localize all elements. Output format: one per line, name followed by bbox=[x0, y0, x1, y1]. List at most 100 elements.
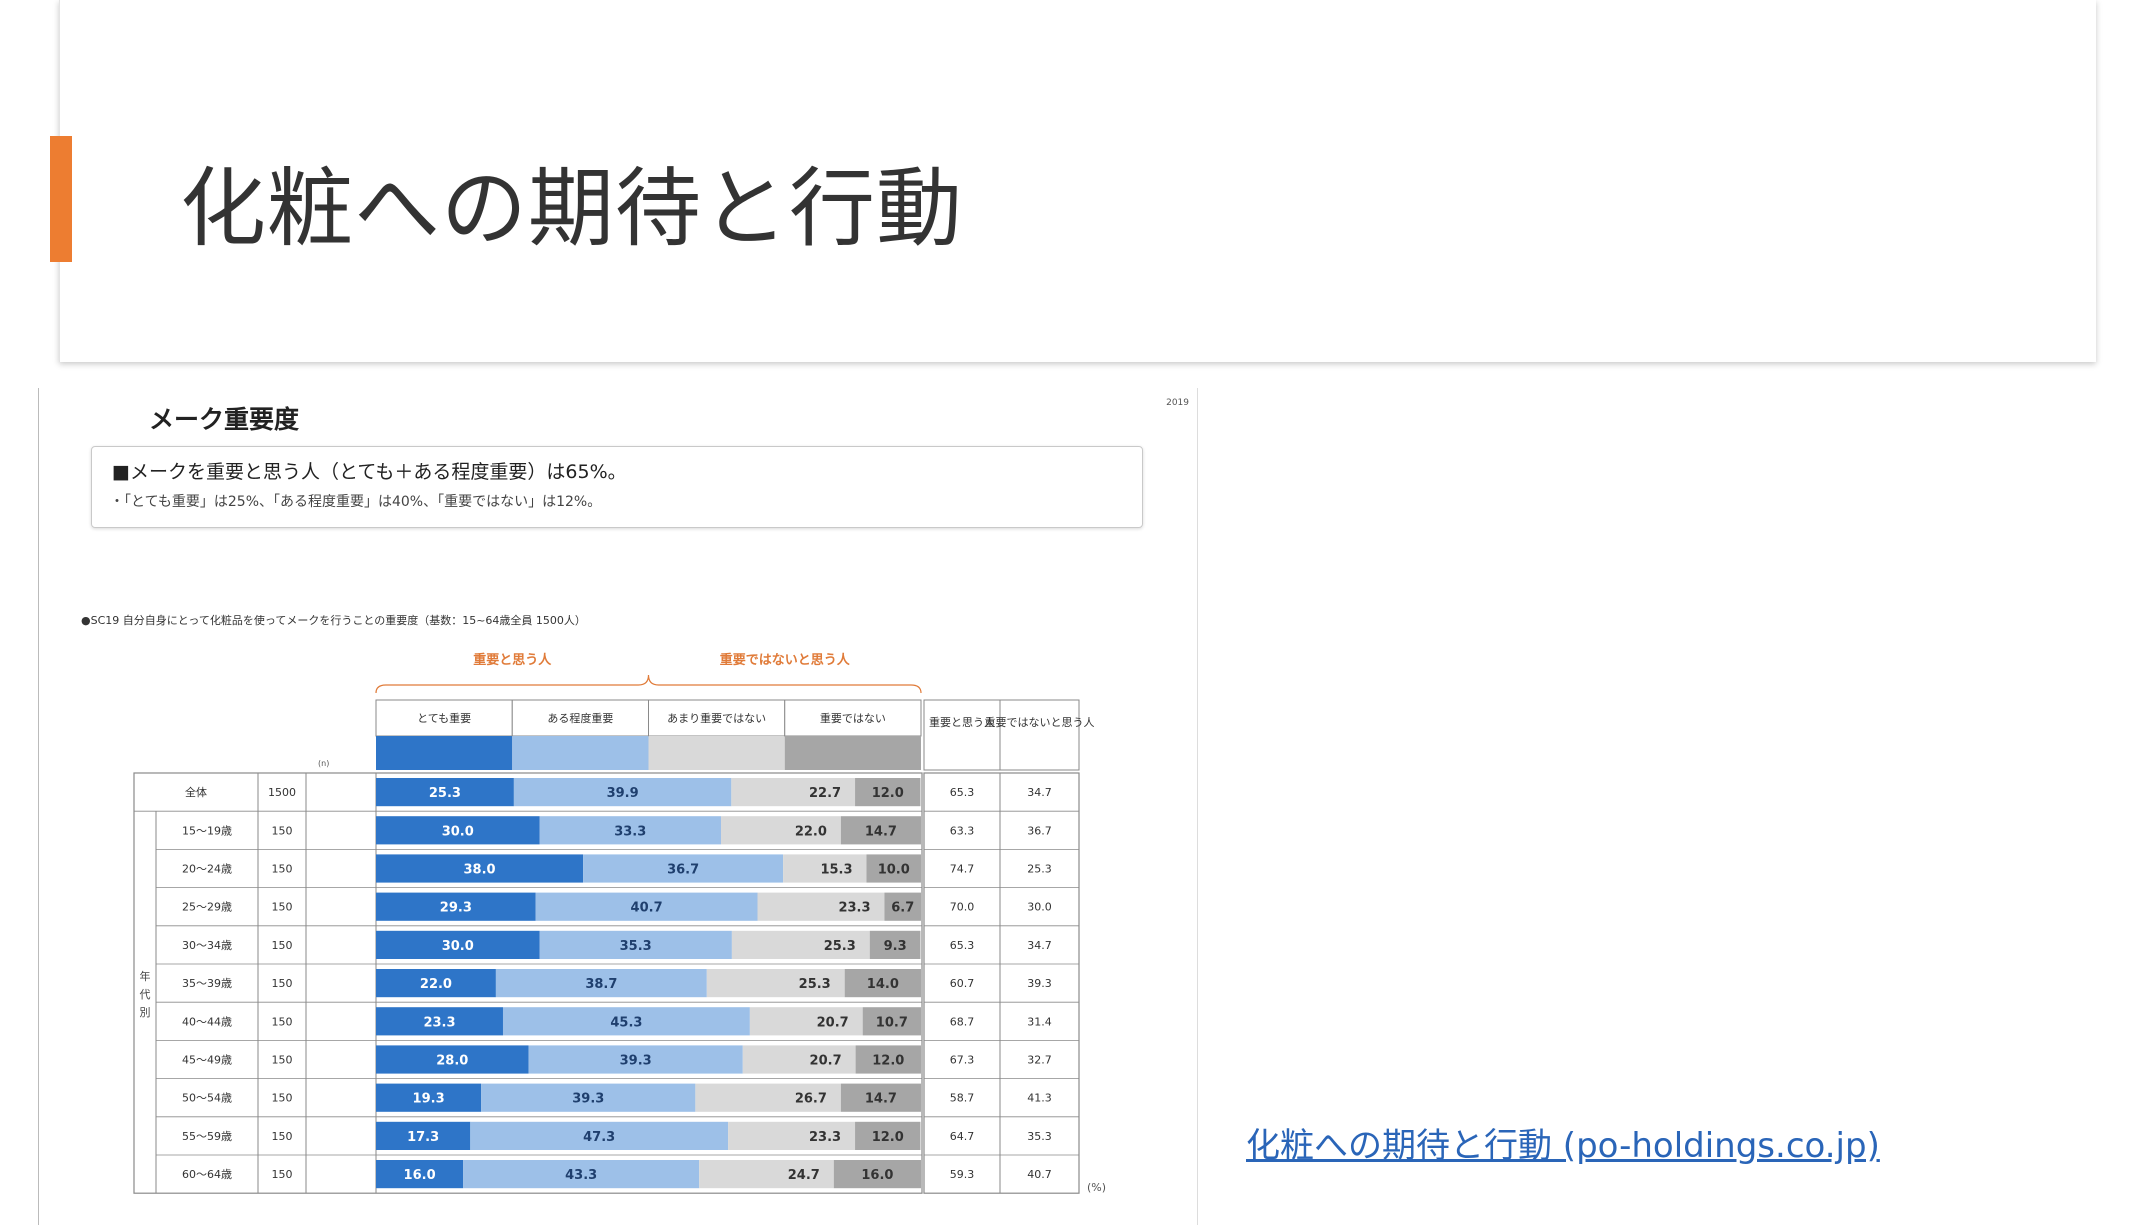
summary-important-value: 74.7 bbox=[950, 863, 975, 876]
bar-value-label: 15.3 bbox=[820, 863, 852, 878]
bar-value-label: 43.3 bbox=[565, 1168, 597, 1183]
summary-not-important-value: 40.7 bbox=[1027, 1168, 1052, 1181]
summary-not-important-value: 25.3 bbox=[1027, 863, 1052, 876]
bar-value-label: 10.7 bbox=[876, 1015, 908, 1030]
bar-value-label: 6.7 bbox=[891, 901, 914, 916]
summary-important-value: 64.7 bbox=[950, 1130, 975, 1143]
summary-not-important-value: 36.7 bbox=[1027, 824, 1052, 837]
group-brace bbox=[376, 675, 921, 693]
bar-value-label: 39.3 bbox=[572, 1092, 604, 1107]
bar-value-label: 22.7 bbox=[809, 786, 841, 801]
summary-important-value: 63.3 bbox=[950, 824, 975, 837]
n-value: 1500 bbox=[268, 786, 296, 799]
category-label: 25～29歳 bbox=[182, 901, 232, 914]
side-label-char: 年 bbox=[140, 969, 151, 983]
summary-important-value: 58.7 bbox=[950, 1092, 975, 1105]
group-label-not-important: 重要ではないと思う人 bbox=[720, 652, 851, 668]
unit-label: (%) bbox=[1087, 1181, 1106, 1194]
bar-value-label: 9.3 bbox=[884, 939, 907, 954]
bar-value-label: 30.0 bbox=[442, 939, 474, 954]
n-header: (n) bbox=[318, 759, 329, 768]
chart-image-panel: メーク重要度 2019 ■メークを重要と思う人（とても＋ある程度重要）は65%。… bbox=[38, 388, 1198, 1225]
bar-value-label: 24.7 bbox=[788, 1168, 820, 1183]
summary-important-value: 60.7 bbox=[950, 977, 975, 990]
bar-value-label: 35.3 bbox=[620, 939, 652, 954]
summary-important-value: 67.3 bbox=[950, 1054, 975, 1067]
summary-not-important-value: 39.3 bbox=[1027, 977, 1052, 990]
bar-value-label: 25.3 bbox=[824, 939, 856, 954]
n-value: 150 bbox=[272, 1015, 293, 1028]
bar-value-label: 23.3 bbox=[838, 901, 870, 916]
legend-swatch bbox=[785, 736, 921, 770]
category-label: 45～49歳 bbox=[182, 1054, 232, 1067]
bar-value-label: 19.3 bbox=[413, 1092, 445, 1107]
category-label: 50～54歳 bbox=[182, 1092, 232, 1105]
bar-value-label: 14.7 bbox=[865, 824, 897, 839]
bar-value-label: 12.0 bbox=[872, 786, 904, 801]
legend-swatch bbox=[649, 736, 785, 770]
n-value: 150 bbox=[272, 863, 293, 876]
category-label: 30～34歳 bbox=[182, 939, 232, 952]
bar-value-label: 23.3 bbox=[423, 1015, 455, 1030]
legend-label: あまり重要ではない bbox=[667, 711, 766, 725]
category-label: 35～39歳 bbox=[182, 977, 232, 990]
legend-swatch bbox=[376, 736, 512, 770]
bar-value-label: 20.7 bbox=[817, 1015, 849, 1030]
bar-value-label: 38.7 bbox=[585, 977, 617, 992]
bar-value-label: 28.0 bbox=[436, 1054, 468, 1069]
summary-not-important-value: 41.3 bbox=[1027, 1092, 1052, 1105]
summary-not-important-value: 34.7 bbox=[1027, 786, 1052, 799]
summary-header-cell bbox=[1000, 700, 1079, 770]
summary-not-important-value: 32.7 bbox=[1027, 1054, 1052, 1067]
bar-value-label: 36.7 bbox=[667, 863, 699, 878]
bar-value-label: 33.3 bbox=[614, 824, 646, 839]
summary-header-not-important: 重要ではないと思う人 bbox=[985, 715, 1095, 729]
source-link[interactable]: 化粧への期待と行動 (po-holdings.co.jp) bbox=[1246, 1118, 1880, 1167]
bar-value-label: 22.0 bbox=[795, 824, 827, 839]
n-value: 150 bbox=[272, 1168, 293, 1181]
bar-value-label: 10.0 bbox=[878, 863, 910, 878]
group-label-important: 重要と思う人 bbox=[473, 652, 552, 668]
summary-header-cell bbox=[924, 700, 1000, 770]
n-value: 150 bbox=[272, 824, 293, 837]
bar-value-label: 16.0 bbox=[861, 1168, 893, 1183]
bar-value-label: 17.3 bbox=[407, 1130, 439, 1145]
bar-value-label: 23.3 bbox=[809, 1130, 841, 1145]
bar-value-label: 45.3 bbox=[610, 1015, 642, 1030]
n-value: 150 bbox=[272, 901, 293, 914]
category-label: 60～64歳 bbox=[182, 1168, 232, 1181]
slide-title: 化粧への期待と行動 bbox=[180, 138, 963, 263]
category-label: 55～59歳 bbox=[182, 1130, 232, 1143]
bar-value-label: 16.0 bbox=[404, 1168, 436, 1183]
legend-label: 重要ではない bbox=[820, 711, 886, 725]
bar-value-label: 12.0 bbox=[872, 1054, 904, 1069]
title-accent-bar bbox=[50, 136, 72, 262]
summary-not-important-value: 30.0 bbox=[1027, 901, 1052, 914]
n-value: 150 bbox=[272, 939, 293, 952]
bar-value-label: 38.0 bbox=[464, 863, 496, 878]
legend-label: ある程度重要 bbox=[547, 711, 613, 725]
summary-important-value: 65.3 bbox=[950, 786, 975, 799]
bar-value-label: 30.0 bbox=[442, 824, 474, 839]
summary-important-value: 70.0 bbox=[950, 901, 975, 914]
bar-value-label: 14.7 bbox=[865, 1092, 897, 1107]
bar-value-label: 22.0 bbox=[420, 977, 452, 992]
summary-important-value: 59.3 bbox=[950, 1168, 975, 1181]
summary-important-value: 65.3 bbox=[950, 939, 975, 952]
bar-value-label: 20.7 bbox=[810, 1054, 842, 1069]
bar-value-label: 26.7 bbox=[795, 1092, 827, 1107]
n-value: 150 bbox=[272, 1054, 293, 1067]
legend-swatch bbox=[512, 736, 648, 770]
n-value: 150 bbox=[272, 977, 293, 990]
side-label-char: 代 bbox=[140, 988, 151, 1001]
category-label: 15～19歳 bbox=[182, 824, 232, 837]
bar-value-label: 25.3 bbox=[429, 786, 461, 801]
summary-important-value: 68.7 bbox=[950, 1015, 975, 1028]
summary-not-important-value: 34.7 bbox=[1027, 939, 1052, 952]
bar-value-label: 47.3 bbox=[583, 1130, 615, 1145]
bar-value-label: 39.9 bbox=[607, 786, 639, 801]
category-label: 20～24歳 bbox=[182, 863, 232, 876]
side-label-char: 別 bbox=[140, 1006, 151, 1019]
summary-frame bbox=[924, 773, 1079, 1193]
